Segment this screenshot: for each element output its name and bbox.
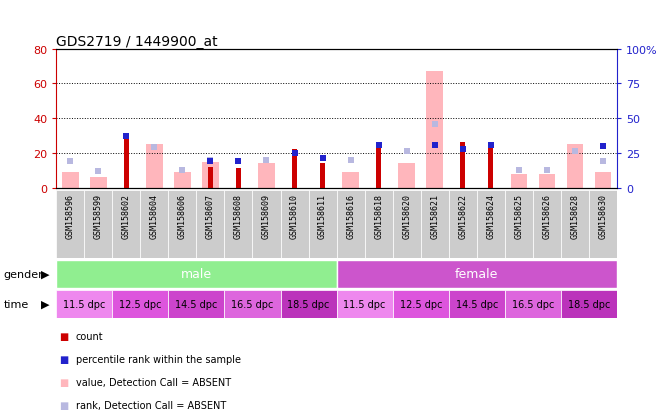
Text: GSM158622: GSM158622 bbox=[458, 194, 467, 238]
Bar bbox=[505, 290, 561, 318]
Bar bbox=[421, 190, 449, 258]
Text: rank, Detection Call = ABSENT: rank, Detection Call = ABSENT bbox=[76, 400, 226, 410]
Text: 18.5 dpc: 18.5 dpc bbox=[287, 299, 330, 309]
Bar bbox=[320, 164, 325, 188]
Bar bbox=[168, 290, 224, 318]
Bar bbox=[477, 190, 505, 258]
Text: 14.5 dpc: 14.5 dpc bbox=[455, 299, 498, 309]
Bar bbox=[566, 145, 583, 188]
Bar bbox=[337, 190, 365, 258]
Bar bbox=[90, 178, 106, 188]
Bar bbox=[202, 162, 218, 188]
Text: GSM158618: GSM158618 bbox=[374, 194, 383, 238]
Text: ■: ■ bbox=[59, 354, 69, 364]
Text: ▶: ▶ bbox=[41, 299, 49, 309]
Bar bbox=[342, 173, 359, 188]
Text: GSM158628: GSM158628 bbox=[570, 194, 579, 238]
Bar bbox=[140, 190, 168, 258]
Bar bbox=[393, 190, 421, 258]
Bar bbox=[533, 190, 561, 258]
Text: count: count bbox=[76, 332, 104, 342]
Text: GSM158624: GSM158624 bbox=[486, 194, 496, 238]
Bar bbox=[208, 167, 213, 188]
Bar bbox=[505, 190, 533, 258]
Text: percentile rank within the sample: percentile rank within the sample bbox=[76, 354, 241, 364]
Text: 16.5 dpc: 16.5 dpc bbox=[231, 299, 274, 309]
Text: male: male bbox=[181, 268, 212, 280]
Bar bbox=[510, 174, 527, 188]
Text: GSM158604: GSM158604 bbox=[150, 194, 159, 238]
Text: ■: ■ bbox=[59, 332, 69, 342]
Bar bbox=[84, 190, 112, 258]
Bar bbox=[449, 190, 477, 258]
Bar bbox=[252, 190, 280, 258]
Bar bbox=[236, 169, 241, 188]
Bar bbox=[280, 190, 309, 258]
Text: GSM158630: GSM158630 bbox=[599, 194, 608, 238]
Bar bbox=[539, 174, 556, 188]
Bar bbox=[561, 190, 589, 258]
Bar bbox=[112, 290, 168, 318]
Text: female: female bbox=[455, 268, 498, 280]
Bar bbox=[589, 190, 617, 258]
Text: 12.5 dpc: 12.5 dpc bbox=[119, 299, 162, 309]
Text: GDS2719 / 1449900_at: GDS2719 / 1449900_at bbox=[56, 35, 218, 49]
Bar bbox=[398, 164, 415, 188]
Bar bbox=[123, 134, 129, 188]
Bar bbox=[337, 260, 617, 288]
Bar bbox=[561, 290, 617, 318]
Text: GSM158611: GSM158611 bbox=[318, 194, 327, 238]
Bar bbox=[337, 290, 393, 318]
Bar bbox=[426, 72, 443, 188]
Bar bbox=[56, 260, 337, 288]
Bar bbox=[174, 173, 191, 188]
Text: 11.5 dpc: 11.5 dpc bbox=[343, 299, 386, 309]
Text: GSM158606: GSM158606 bbox=[178, 194, 187, 238]
Text: GSM158608: GSM158608 bbox=[234, 194, 243, 238]
Text: GSM158626: GSM158626 bbox=[543, 194, 552, 238]
Text: GSM158625: GSM158625 bbox=[514, 194, 523, 238]
Bar bbox=[292, 150, 297, 188]
Text: 18.5 dpc: 18.5 dpc bbox=[568, 299, 611, 309]
Text: GSM158610: GSM158610 bbox=[290, 194, 299, 238]
Bar bbox=[168, 190, 197, 258]
Bar bbox=[393, 290, 449, 318]
Bar bbox=[365, 190, 393, 258]
Text: ■: ■ bbox=[59, 377, 69, 387]
Bar bbox=[488, 143, 494, 188]
Text: value, Detection Call = ABSENT: value, Detection Call = ABSENT bbox=[76, 377, 231, 387]
Text: GSM158616: GSM158616 bbox=[346, 194, 355, 238]
Bar bbox=[258, 164, 275, 188]
Bar bbox=[224, 290, 280, 318]
Text: 11.5 dpc: 11.5 dpc bbox=[63, 299, 106, 309]
Text: 12.5 dpc: 12.5 dpc bbox=[399, 299, 442, 309]
Text: GSM158621: GSM158621 bbox=[430, 194, 440, 238]
Bar bbox=[460, 143, 465, 188]
Text: 14.5 dpc: 14.5 dpc bbox=[175, 299, 218, 309]
Text: ▶: ▶ bbox=[41, 269, 49, 279]
Bar bbox=[280, 290, 337, 318]
Text: GSM158599: GSM158599 bbox=[94, 194, 103, 238]
Bar bbox=[595, 173, 611, 188]
Bar bbox=[112, 190, 140, 258]
Bar bbox=[197, 190, 224, 258]
Text: gender: gender bbox=[3, 269, 43, 279]
Bar bbox=[224, 190, 252, 258]
Text: 16.5 dpc: 16.5 dpc bbox=[512, 299, 554, 309]
Bar bbox=[309, 190, 337, 258]
Bar bbox=[146, 145, 163, 188]
Text: time: time bbox=[3, 299, 28, 309]
Bar bbox=[376, 143, 381, 188]
Bar bbox=[449, 290, 505, 318]
Text: GSM158607: GSM158607 bbox=[206, 194, 215, 238]
Bar bbox=[62, 173, 79, 188]
Text: GSM158602: GSM158602 bbox=[121, 194, 131, 238]
Text: GSM158609: GSM158609 bbox=[262, 194, 271, 238]
Text: GSM158596: GSM158596 bbox=[65, 194, 75, 238]
Bar bbox=[56, 290, 112, 318]
Bar bbox=[56, 190, 84, 258]
Text: GSM158620: GSM158620 bbox=[402, 194, 411, 238]
Text: ■: ■ bbox=[59, 400, 69, 410]
